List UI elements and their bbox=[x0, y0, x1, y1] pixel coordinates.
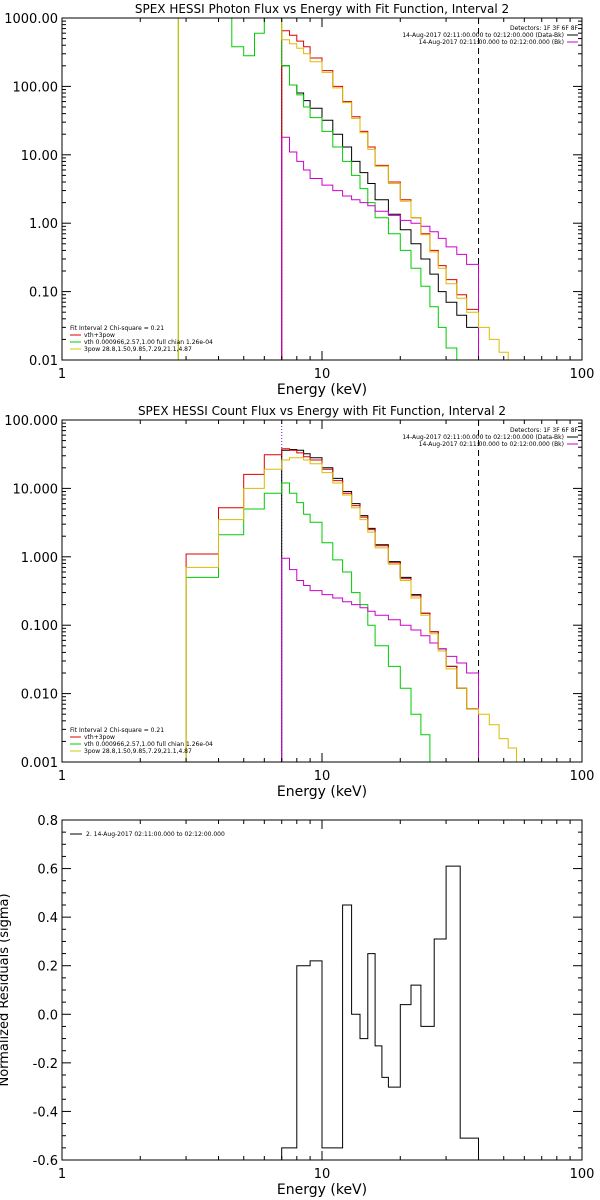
x-tick-label: 10 bbox=[314, 367, 331, 382]
y-tick-label: 0.8 bbox=[37, 814, 58, 829]
legend-entry: 3pow 28.8,1.50,9.85,7.29,21.1,4.87 bbox=[84, 346, 192, 353]
legend-entry: 3pow 28.8,1.50,9.85,7.29,21.1,4.87 bbox=[84, 748, 192, 755]
chart-panel-2: SPEX HESSI Count Flux vs Energy with Fit… bbox=[4, 404, 594, 800]
x-axis-label: Energy (keV) bbox=[277, 784, 367, 800]
series-2-line bbox=[185, 448, 479, 762]
y-tick-label: 0.100 bbox=[21, 619, 58, 634]
y-tick-label: 1.00 bbox=[29, 217, 58, 232]
legend-entry: Detectors: 1F 3F 6F 8F bbox=[510, 427, 579, 434]
y-tick-label: 0.10 bbox=[29, 286, 58, 301]
series-group bbox=[62, 18, 517, 360]
legend-entry: 14-Aug-2017 02:11:00.000 to 02:12:00.000… bbox=[419, 441, 564, 448]
legend-entry: Detectors: 1F 3F 6F 8F bbox=[510, 25, 579, 32]
series-1-line bbox=[281, 865, 479, 1160]
series-3-line bbox=[185, 482, 439, 762]
y-tick-label: -0.4 bbox=[33, 1105, 58, 1120]
legend-entry: vth+3pow bbox=[84, 332, 115, 339]
legend-entry: 14-Aug-2017 02:11:00.000 to 02:12:00.000… bbox=[402, 32, 564, 39]
series-4-line bbox=[281, 136, 479, 360]
x-tick-label: 10 bbox=[314, 769, 331, 784]
chart-title: SPEX HESSI Photon Flux vs Energy with Fi… bbox=[135, 2, 509, 16]
x-tick-label: 1 bbox=[58, 367, 66, 382]
x-tick-label: 100 bbox=[570, 769, 595, 784]
y-tick-label: 0.0 bbox=[37, 1008, 58, 1023]
legend-entry: Fit Interval 2 Chi-square = 0.21 bbox=[70, 325, 164, 332]
x-tick-label: 100 bbox=[570, 367, 595, 382]
y-tick-label: -0.6 bbox=[33, 1154, 58, 1169]
chart-panel-1: SPEX HESSI Photon Flux vs Energy with Fi… bbox=[4, 2, 594, 398]
series-4-line bbox=[281, 557, 479, 762]
y-tick-label: 100.00 bbox=[13, 80, 59, 95]
series-group bbox=[62, 448, 525, 762]
x-tick-label: 1 bbox=[58, 1167, 66, 1182]
y-tick-label: 1.000 bbox=[21, 551, 58, 566]
y-axis-label: Normalized Residuals (sigma) bbox=[0, 893, 12, 1086]
y-tick-label: -0.2 bbox=[33, 1057, 58, 1072]
series-5-line bbox=[62, 18, 517, 360]
x-tick-label: 10 bbox=[314, 1167, 331, 1182]
series-2-line bbox=[281, 30, 479, 360]
legend-entry: Fit Interval 2 Chi-square = 0.21 bbox=[70, 727, 164, 734]
legend-entry: 14-Aug-2017 02:11:00.000 to 02:12:00.000… bbox=[419, 39, 564, 46]
series-group bbox=[281, 865, 479, 1160]
y-tick-label: 100.000 bbox=[4, 414, 58, 429]
y-tick-label: 0.010 bbox=[21, 688, 58, 703]
series-1-line bbox=[281, 65, 479, 360]
chart-title: SPEX HESSI Count Flux vs Energy with Fit… bbox=[138, 404, 506, 418]
x-axis-label: Energy (keV) bbox=[277, 382, 367, 398]
series-3-line bbox=[177, 18, 467, 360]
x-tick-label: 1 bbox=[58, 769, 66, 784]
y-tick-label: 0.01 bbox=[29, 354, 58, 369]
series-1-line bbox=[281, 449, 479, 762]
y-tick-label: 10.00 bbox=[21, 149, 58, 164]
series-5-line bbox=[62, 457, 525, 762]
y-tick-label: 0.2 bbox=[37, 960, 58, 975]
x-tick-label: 100 bbox=[570, 1167, 595, 1182]
legend-entry: vth 0.000966,2.57,1.00 full chian 1.26e-… bbox=[84, 741, 213, 748]
legend-entry: vth+3pow bbox=[84, 734, 115, 741]
legend-entry: 14-Aug-2017 02:11:00.000 to 02:12:00.000… bbox=[402, 434, 564, 441]
legend-entry: 2. 14-Aug-2017 02:11:00.000 to 02:12:00.… bbox=[86, 831, 225, 838]
chart-panel-3: 1 10 100 Energy (keV) -0.6 -0.4 -0.2 0.0 0.2 0.4 0… bbox=[0, 814, 594, 1198]
legend-entry: vth 0.000966,2.57,1.00 full chian 1.26e-… bbox=[84, 339, 213, 346]
x-axis-label: Energy (keV) bbox=[277, 1182, 367, 1198]
y-tick-label: 10.000 bbox=[13, 482, 59, 497]
y-tick-label: 1000.00 bbox=[4, 12, 58, 27]
y-tick-label: 0.4 bbox=[37, 911, 58, 926]
y-tick-label: 0.6 bbox=[37, 863, 58, 878]
y-tick-label: 0.001 bbox=[21, 756, 58, 771]
